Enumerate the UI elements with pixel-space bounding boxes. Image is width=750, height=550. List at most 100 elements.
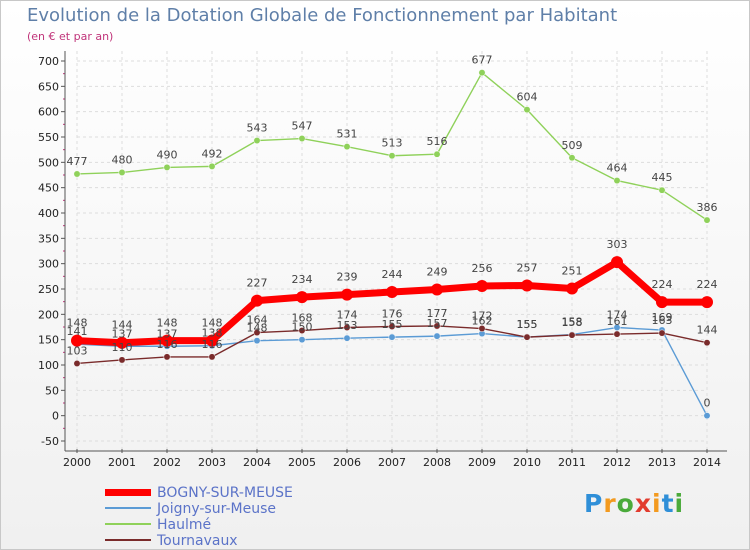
data-point-tournavaux[interactable] — [163, 353, 171, 361]
data-point-tournavaux[interactable] — [118, 356, 126, 364]
data-label-bogny-sur-meuse: 224 — [652, 278, 673, 291]
data-label-haulm-: 492 — [202, 147, 223, 160]
data-point-haulm-[interactable] — [658, 186, 666, 194]
data-label-tournavaux: 116 — [157, 338, 178, 351]
data-label-joigny-sur-meuse: 141 — [67, 325, 88, 338]
data-point-bogny-sur-meuse[interactable] — [476, 279, 488, 292]
legend-item-joigny[interactable]: Joigny-sur-Meuse — [105, 501, 325, 517]
data-point-tournavaux[interactable] — [613, 330, 621, 338]
data-label-bogny-sur-meuse: 256 — [472, 262, 493, 275]
data-point-bogny-sur-meuse[interactable] — [566, 282, 578, 295]
data-label-haulm-: 464 — [607, 162, 628, 175]
data-point-haulm-[interactable] — [298, 135, 306, 142]
data-point-bogny-sur-meuse[interactable] — [611, 256, 623, 269]
legend-item-bogny[interactable]: BOGNY-SUR-MEUSE — [105, 485, 325, 501]
data-label-joigny-sur-meuse: 153 — [337, 319, 358, 332]
data-point-haulm-[interactable] — [478, 69, 486, 77]
x-tick-label: 2014 — [693, 456, 721, 469]
data-label-tournavaux: 177 — [427, 307, 448, 320]
data-point-tournavaux[interactable] — [343, 324, 351, 331]
data-point-joigny-sur-meuse[interactable] — [253, 337, 261, 345]
data-point-haulm-[interactable] — [388, 152, 396, 160]
logo-letter: o — [616, 489, 635, 518]
data-point-tournavaux[interactable] — [478, 325, 486, 332]
data-point-haulm-[interactable] — [433, 150, 441, 158]
data-label-bogny-sur-meuse: 251 — [562, 264, 583, 277]
data-point-bogny-sur-meuse[interactable] — [656, 296, 668, 309]
legend-label-bogny: BOGNY-SUR-MEUSE — [157, 485, 293, 501]
data-point-haulm-[interactable] — [163, 163, 171, 171]
data-point-joigny-sur-meuse[interactable] — [388, 333, 396, 341]
data-point-tournavaux[interactable] — [253, 329, 261, 337]
x-tick-label: 2004 — [243, 456, 271, 469]
data-label-bogny-sur-meuse: 244 — [382, 268, 403, 281]
data-label-haulm-: 604 — [517, 91, 538, 104]
y-tick-label: 200 — [38, 308, 59, 321]
x-tick-label: 2008 — [423, 456, 451, 469]
data-point-bogny-sur-meuse[interactable] — [206, 334, 218, 347]
legend-item-haulme[interactable]: Haulmé — [105, 517, 325, 533]
y-tick-label: 400 — [38, 207, 59, 220]
data-label-tournavaux: 103 — [67, 344, 88, 357]
data-label-tournavaux: 174 — [337, 309, 358, 322]
data-point-bogny-sur-meuse[interactable] — [341, 288, 353, 301]
data-label-bogny-sur-meuse: 303 — [607, 238, 628, 251]
data-label-haulm-: 490 — [157, 148, 178, 161]
data-label-joigny-sur-meuse: 137 — [112, 327, 133, 340]
data-label-joigny-sur-meuse: 158 — [562, 316, 583, 329]
data-point-bogny-sur-meuse[interactable] — [251, 294, 263, 307]
data-label-joigny-sur-meuse: 174 — [607, 309, 628, 322]
data-point-joigny-sur-meuse[interactable] — [433, 332, 441, 340]
data-label-joigny-sur-meuse: 162 — [472, 315, 493, 328]
proxiti-logo[interactable]: Proxiti — [584, 489, 684, 518]
legend-label-tournavaux: Tournavaux — [157, 533, 238, 549]
data-point-bogny-sur-meuse[interactable] — [431, 283, 443, 296]
data-label-joigny-sur-meuse: 148 — [247, 322, 268, 335]
data-label-haulm-: 477 — [67, 155, 88, 168]
data-label-haulm-: 531 — [337, 128, 358, 141]
data-point-tournavaux[interactable] — [388, 323, 396, 330]
data-point-bogny-sur-meuse[interactable] — [521, 279, 533, 292]
y-tick-label: 700 — [38, 55, 59, 68]
data-point-tournavaux[interactable] — [703, 339, 711, 347]
data-label-tournavaux: 163 — [652, 314, 673, 327]
data-point-tournavaux[interactable] — [208, 353, 216, 361]
data-label-haulm-: 480 — [112, 153, 133, 166]
data-point-haulm-[interactable] — [73, 170, 81, 178]
data-point-haulm-[interactable] — [613, 177, 621, 185]
data-label-haulm-: 386 — [697, 201, 718, 214]
data-point-joigny-sur-meuse[interactable] — [298, 336, 306, 344]
data-label-joigny-sur-meuse: 137 — [157, 327, 178, 340]
logo-letter: x — [634, 489, 652, 518]
data-point-bogny-sur-meuse[interactable] — [296, 291, 308, 304]
data-point-haulm-[interactable] — [118, 169, 126, 176]
data-point-tournavaux[interactable] — [523, 333, 531, 341]
data-point-tournavaux[interactable] — [298, 327, 306, 334]
data-point-bogny-sur-meuse[interactable] — [161, 334, 173, 347]
data-point-tournavaux[interactable] — [73, 360, 81, 367]
data-point-haulm-[interactable] — [253, 137, 261, 144]
data-point-joigny-sur-meuse[interactable] — [703, 412, 711, 420]
y-tick-label: 600 — [38, 106, 59, 119]
data-point-haulm-[interactable] — [523, 106, 531, 114]
data-point-bogny-sur-meuse[interactable] — [71, 334, 83, 347]
data-point-tournavaux[interactable] — [433, 322, 441, 330]
data-point-haulm-[interactable] — [343, 143, 351, 151]
data-point-bogny-sur-meuse[interactable] — [116, 336, 128, 349]
x-tick-label: 2012 — [603, 456, 631, 469]
legend-item-tournavaux[interactable]: Tournavaux — [105, 533, 325, 549]
data-label-bogny-sur-meuse: 148 — [67, 317, 88, 330]
data-label-joigny-sur-meuse: 155 — [382, 318, 403, 331]
data-point-tournavaux[interactable] — [568, 331, 576, 339]
data-label-bogny-sur-meuse: 224 — [697, 278, 718, 291]
data-point-tournavaux[interactable] — [658, 329, 666, 337]
data-point-haulm-[interactable] — [568, 154, 576, 162]
data-point-bogny-sur-meuse[interactable] — [386, 286, 398, 299]
data-point-haulm-[interactable] — [703, 216, 711, 224]
data-point-haulm-[interactable] — [208, 162, 216, 170]
data-point-bogny-sur-meuse[interactable] — [701, 296, 713, 309]
data-label-tournavaux: 116 — [202, 338, 223, 351]
y-tick-label: 350 — [38, 232, 59, 245]
chart-title: Evolution de la Dotation Globale de Fonc… — [27, 5, 618, 26]
data-point-joigny-sur-meuse[interactable] — [343, 334, 351, 342]
